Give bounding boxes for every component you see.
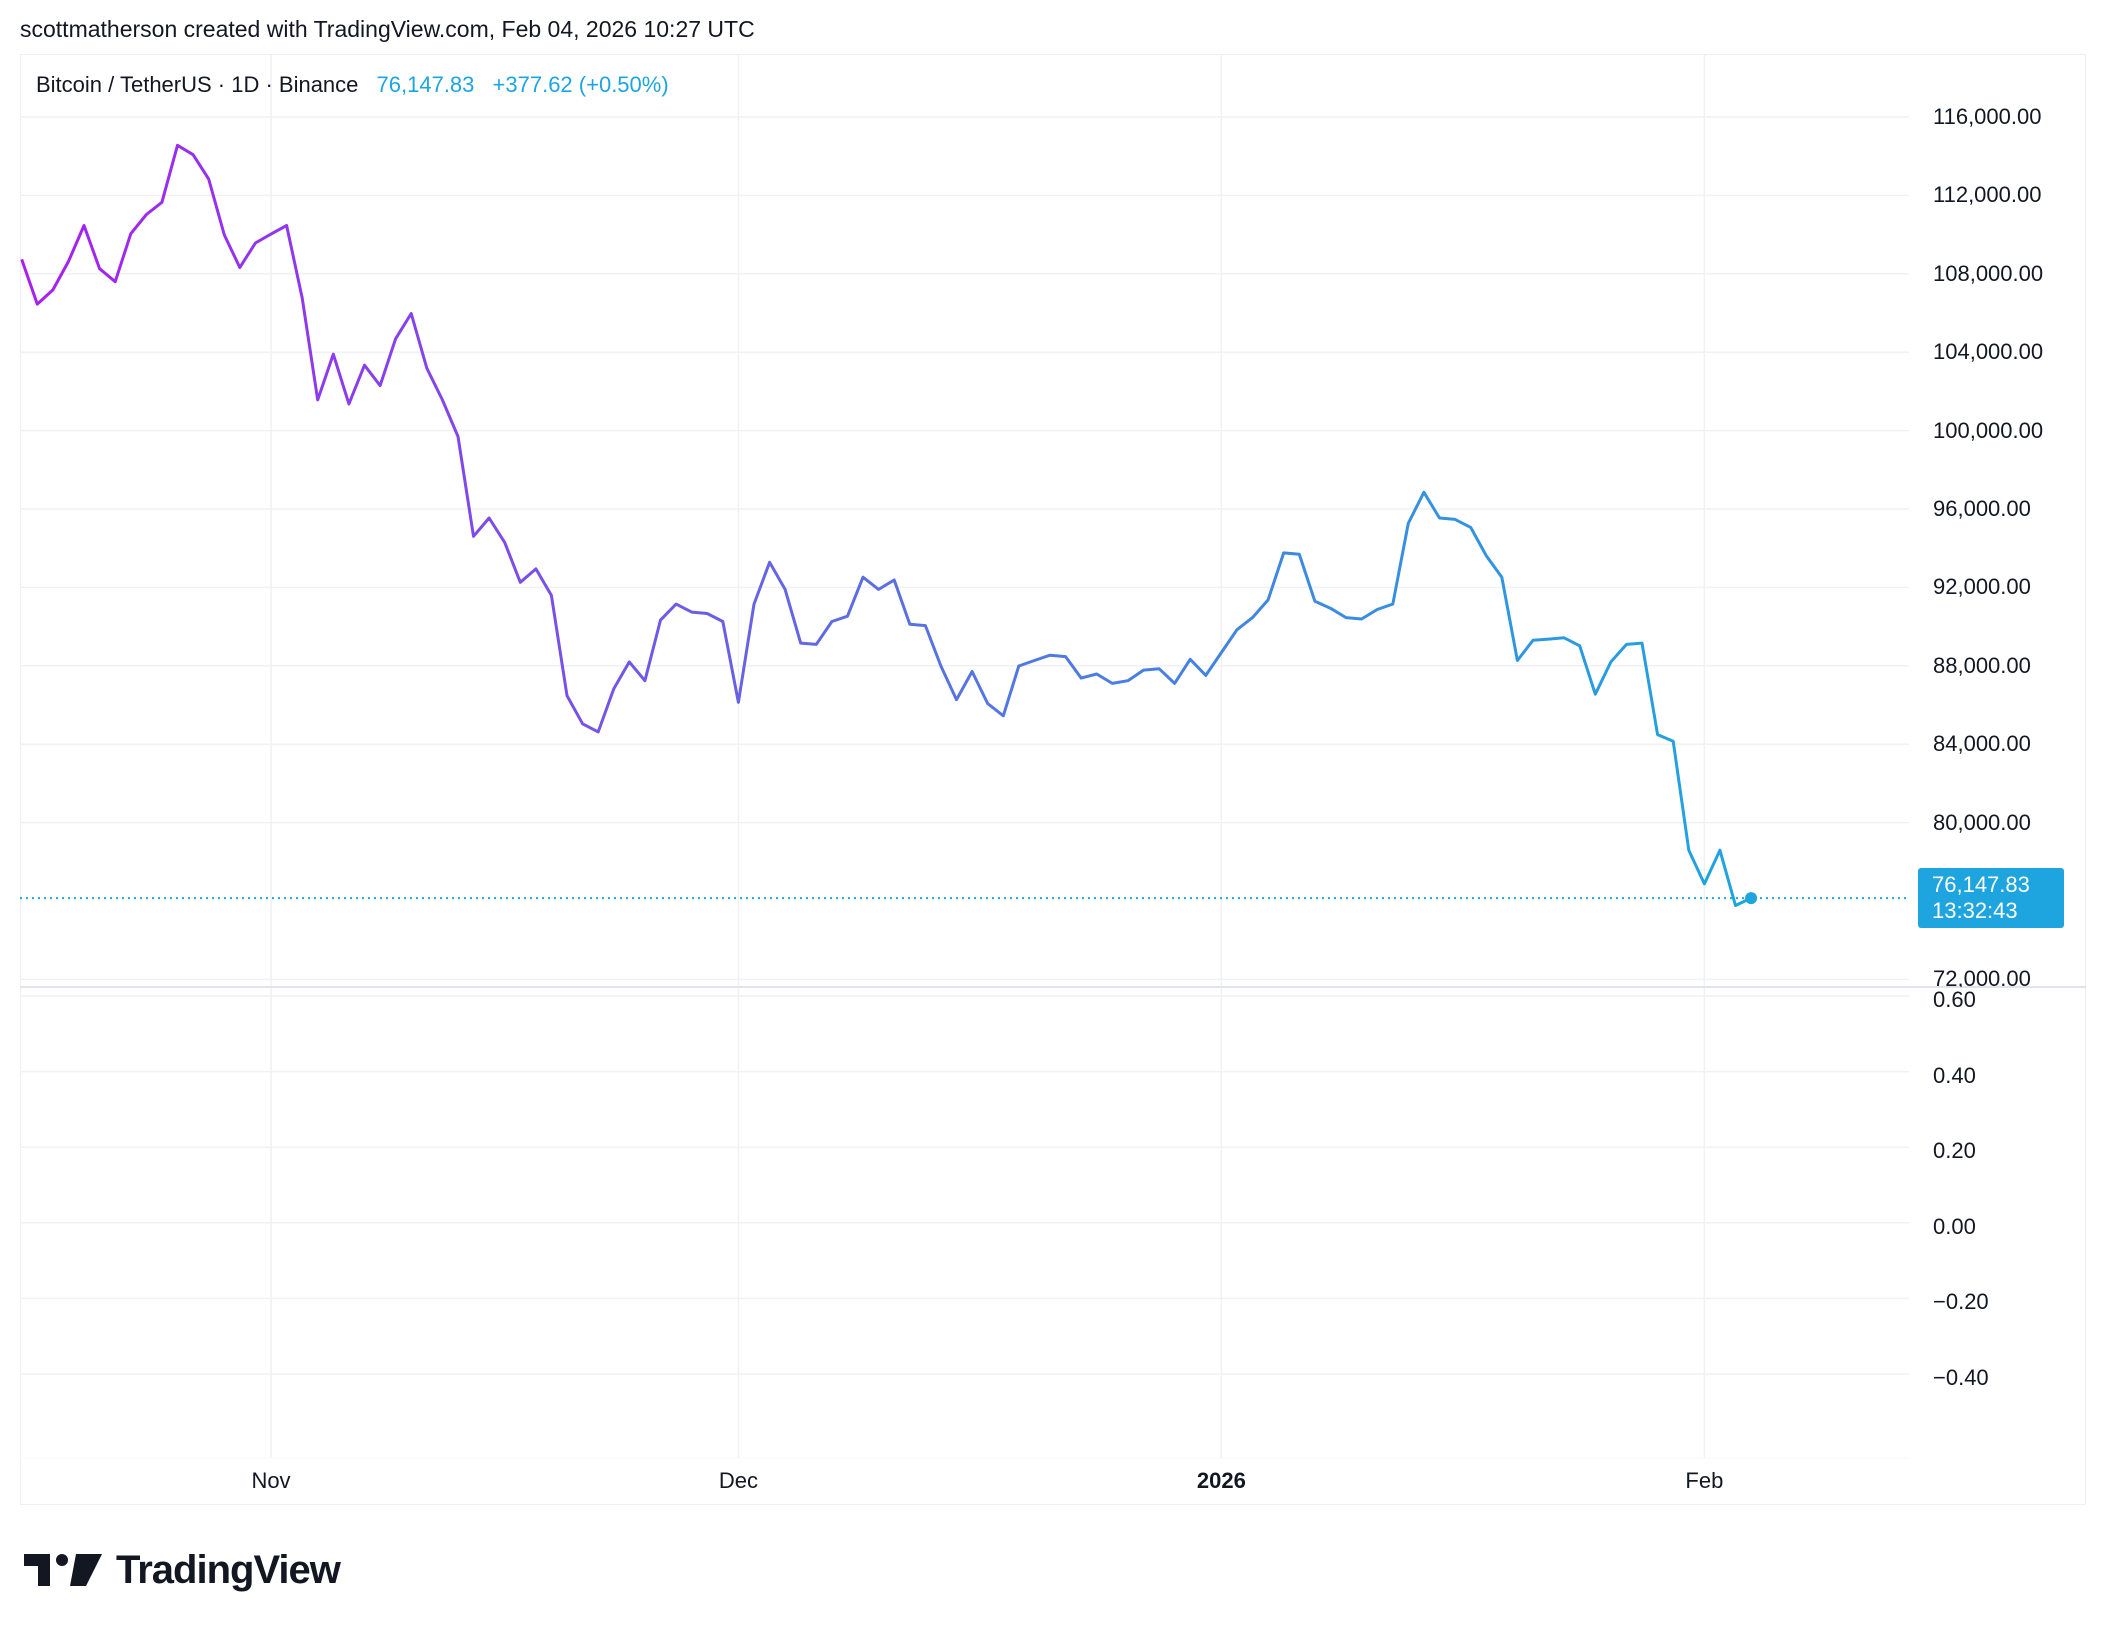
time-tick-label: Dec (718, 1468, 758, 1493)
symbol-title: Bitcoin / TetherUS · 1D · Binance (36, 72, 359, 97)
indicator-tick-label: −0.40 (1933, 1365, 1989, 1390)
time-tick-label: Nov (251, 1468, 291, 1493)
tradingview-logo[interactable]: TradingView (24, 1547, 341, 1592)
price-tick-label: 88,000.00 (1933, 652, 2031, 678)
time-tick-label: 2026 (1196, 1468, 1246, 1493)
price-tick-label: 104,000.00 (1933, 339, 2044, 365)
legend-change: +377.62 (+0.50%) (492, 72, 669, 97)
indicator-tick-label: 0.40 (1933, 1062, 1976, 1088)
bar-countdown: 13:32:43 (1932, 898, 2018, 924)
price-tick-label: 92,000.00 (1933, 574, 2031, 600)
price-axis[interactable]: 116,000.00 112,000.00 108,000.00 104,000.00… (0, 54, 2108, 987)
price-tick-label: 100,000.00 (1933, 417, 2044, 443)
chart-frame (20, 54, 2086, 1505)
price-tick-label: 96,000.00 (1933, 496, 2031, 521)
price-tick-label: 116,000.00 (1933, 104, 2042, 129)
tradingview-logo-icon (24, 1554, 102, 1586)
legend-price: 76,147.83 (376, 72, 475, 97)
price-tick-label: 112,000.00 (1933, 182, 2042, 208)
indicator-tick-label: 0.00 (1933, 1213, 1976, 1239)
price-tick-label: 84,000.00 (1933, 731, 2031, 757)
price-tick-label: 108,000.00 (1933, 260, 2044, 286)
symbol-legend[interactable]: Bitcoin / TetherUS · 1D · Binance 76,147… (36, 72, 669, 98)
last-price-value: 76,147.83 (1932, 872, 2030, 898)
tradingview-logo-text: TradingView (116, 1547, 341, 1592)
last-price-dot (1745, 892, 1758, 905)
chart-caption: scottmatherson created with TradingView.… (20, 16, 755, 42)
time-tick-label: Feb (1685, 1468, 1724, 1493)
price-tick-label: 72,000.00 (1933, 966, 2031, 987)
price-series-line (20, 143, 1752, 907)
indicator-tick-label: 0.20 (1933, 1138, 1976, 1164)
indicator-tick-label: 0.60 (1933, 987, 1976, 1012)
grid-lines (20, 54, 1909, 1458)
indicator-tick-label: −0.20 (1933, 1289, 1989, 1315)
price-tick-label: 80,000.00 (1933, 809, 2031, 835)
last-price-label: 76,147.83 13:32:43 (1918, 868, 2064, 929)
